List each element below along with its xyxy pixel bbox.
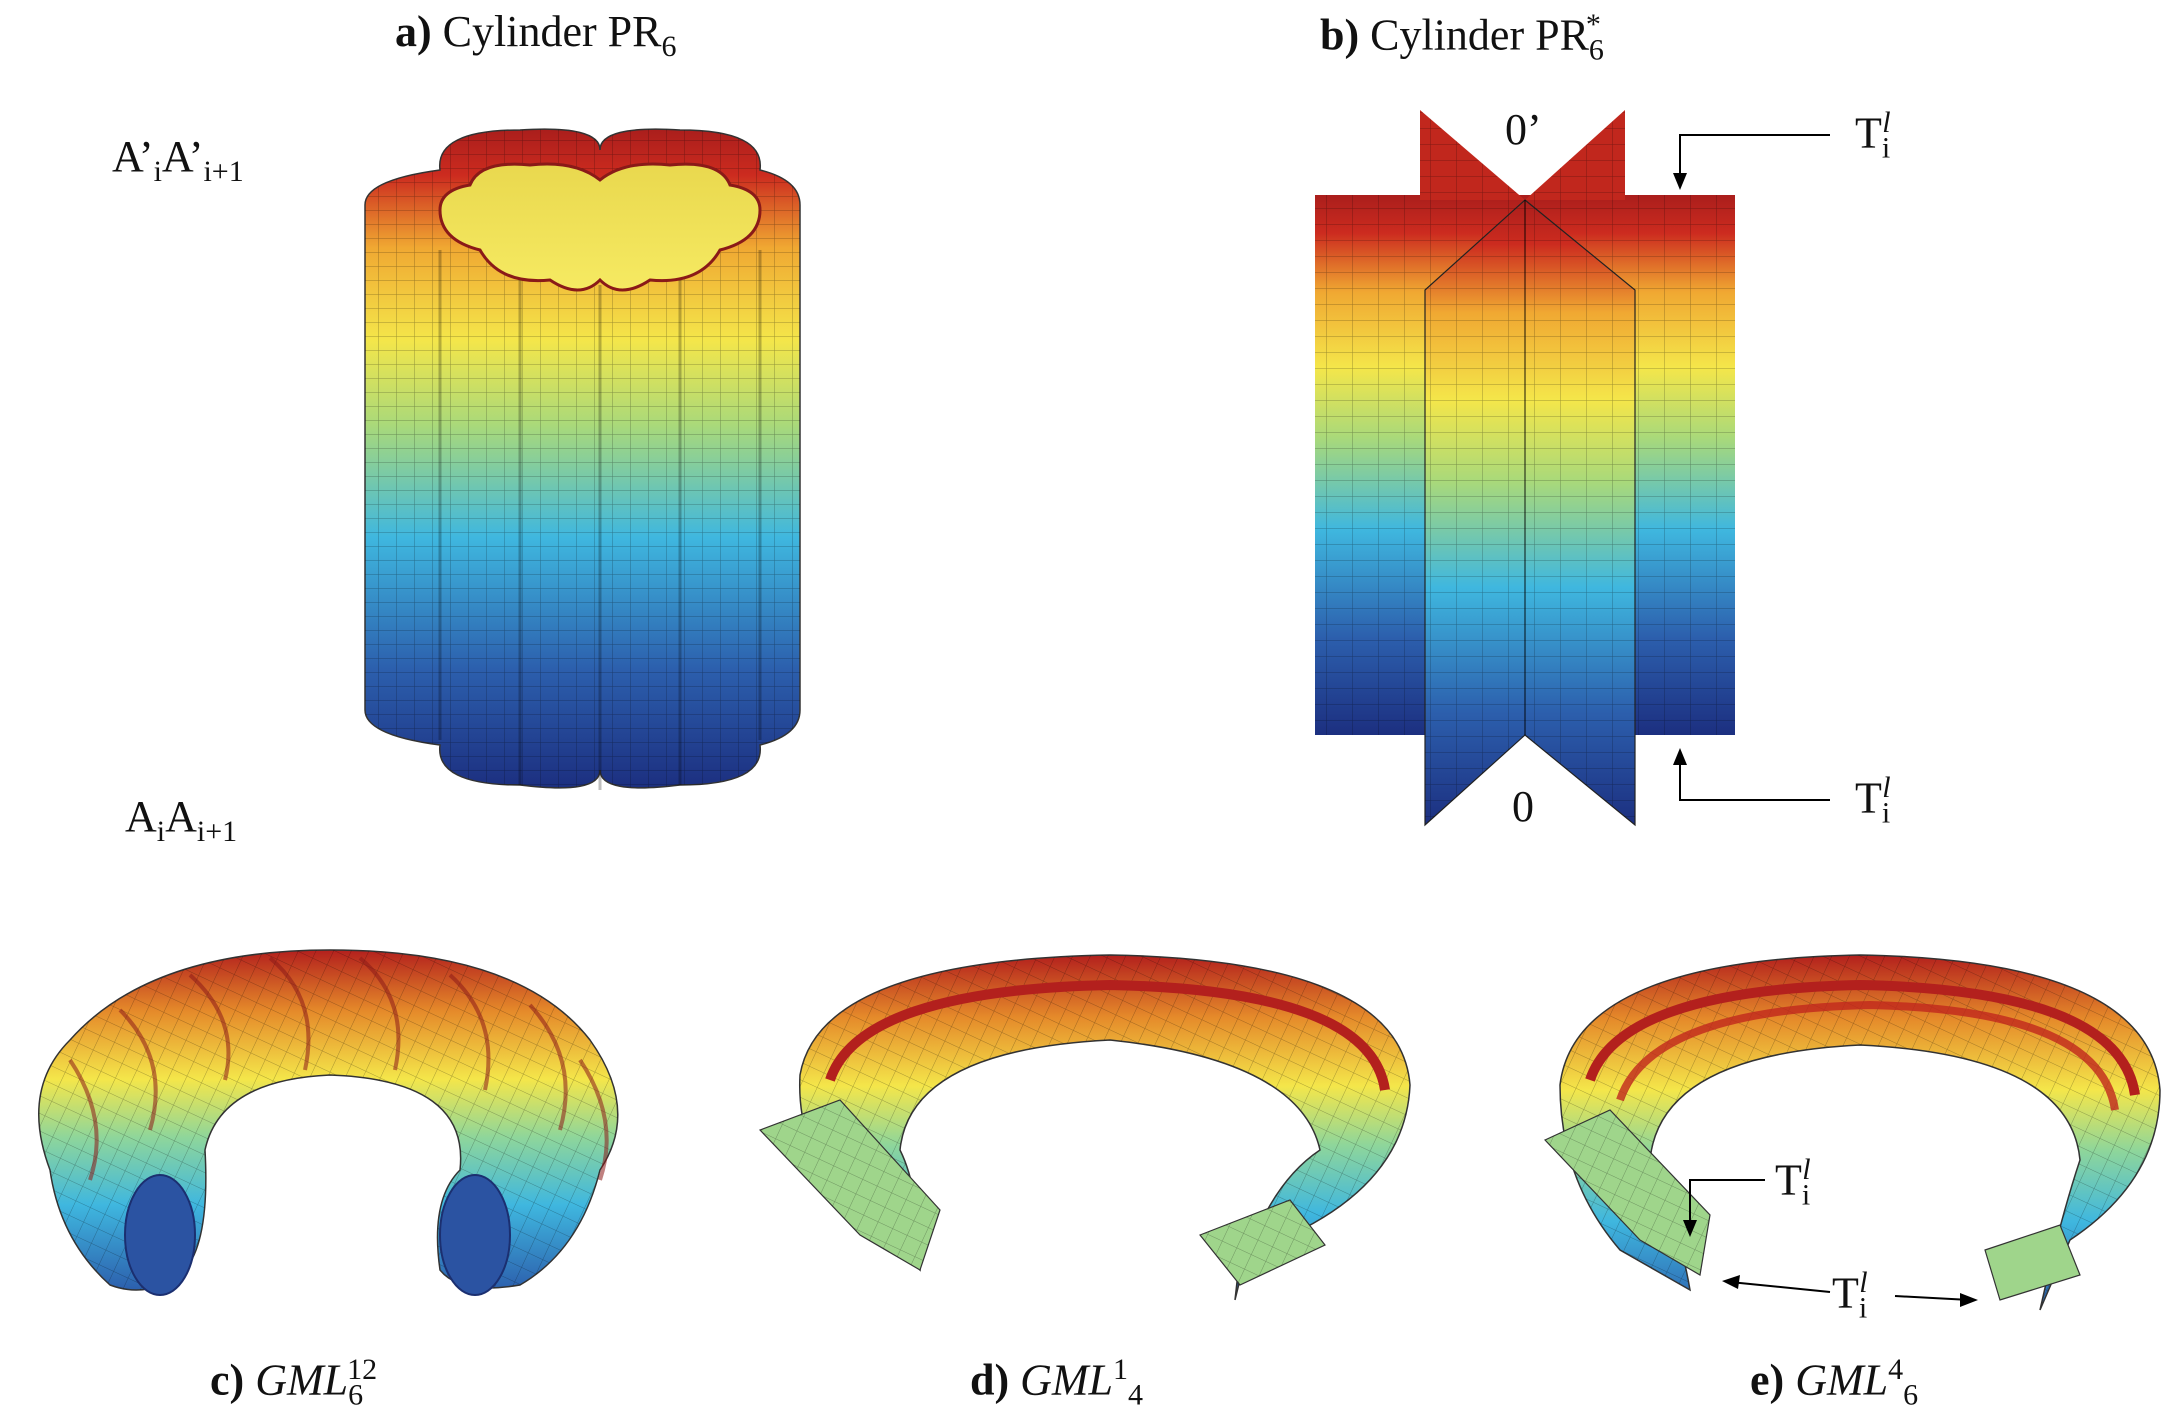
t-label-bottom: Til [1855, 771, 1891, 830]
gml-4-6-ribbon-graphic [1543, 954, 2161, 1311]
star-prism-graphic [1315, 110, 1830, 827]
top-edge-label: A’iA’i+1 [112, 132, 244, 188]
panel-d-text: GML [1020, 1355, 1114, 1405]
panel-d-letter: d) [970, 1355, 1010, 1405]
gml-6-12-torus-graphic [38, 949, 619, 1296]
panel-e-title: e) GML46 [1750, 1355, 1918, 1410]
panel-b-sub: 6 [1588, 33, 1604, 67]
t-label-e-lower: Til [1832, 1266, 1868, 1325]
panel-b-text: Cylinder PR [1370, 10, 1589, 60]
t-label-top: Til [1855, 106, 1891, 165]
panel-c-text: GML [255, 1355, 349, 1405]
panel-b-title: b) Cylinder PR6* [1320, 8, 1604, 67]
panel-a-text: Cylinder PR [442, 7, 662, 56]
panel-c-title: c) GML612 [210, 1355, 377, 1410]
panel-d-title: d) GML14 [970, 1355, 1143, 1410]
flower-cylinder-graphic [364, 128, 801, 790]
vertex-bottom-label: 0 [1512, 782, 1534, 831]
panel-d-sub: 4 [1128, 1378, 1144, 1412]
panel-b-letter: b) [1320, 10, 1360, 60]
vertex-top-label: 0’ [1505, 105, 1542, 154]
panel-e-letter: e) [1750, 1355, 1785, 1405]
panel-a-title: a) Cylinder PR6 [395, 10, 676, 62]
panel-c-sup: 12 [347, 1353, 378, 1386]
panel-a-letter: a) [395, 7, 432, 56]
panel-e-sub: 6 [1903, 1378, 1919, 1412]
panel-e-text: GML [1795, 1355, 1889, 1405]
panel-a-sub: 6 [661, 29, 677, 63]
gml-1-4-ribbon-graphic [758, 954, 1411, 1301]
panel-e-sup: 4 [1888, 1353, 1904, 1386]
panel-b-sup: * [1585, 8, 1601, 41]
t-label-e-upper: Til [1775, 1153, 1811, 1212]
panel-d-sup: 1 [1113, 1353, 1129, 1386]
panel-c-sub: 6 [348, 1378, 364, 1412]
panel-c-letter: c) [210, 1355, 245, 1405]
bottom-edge-label: AiAi+1 [125, 792, 238, 848]
